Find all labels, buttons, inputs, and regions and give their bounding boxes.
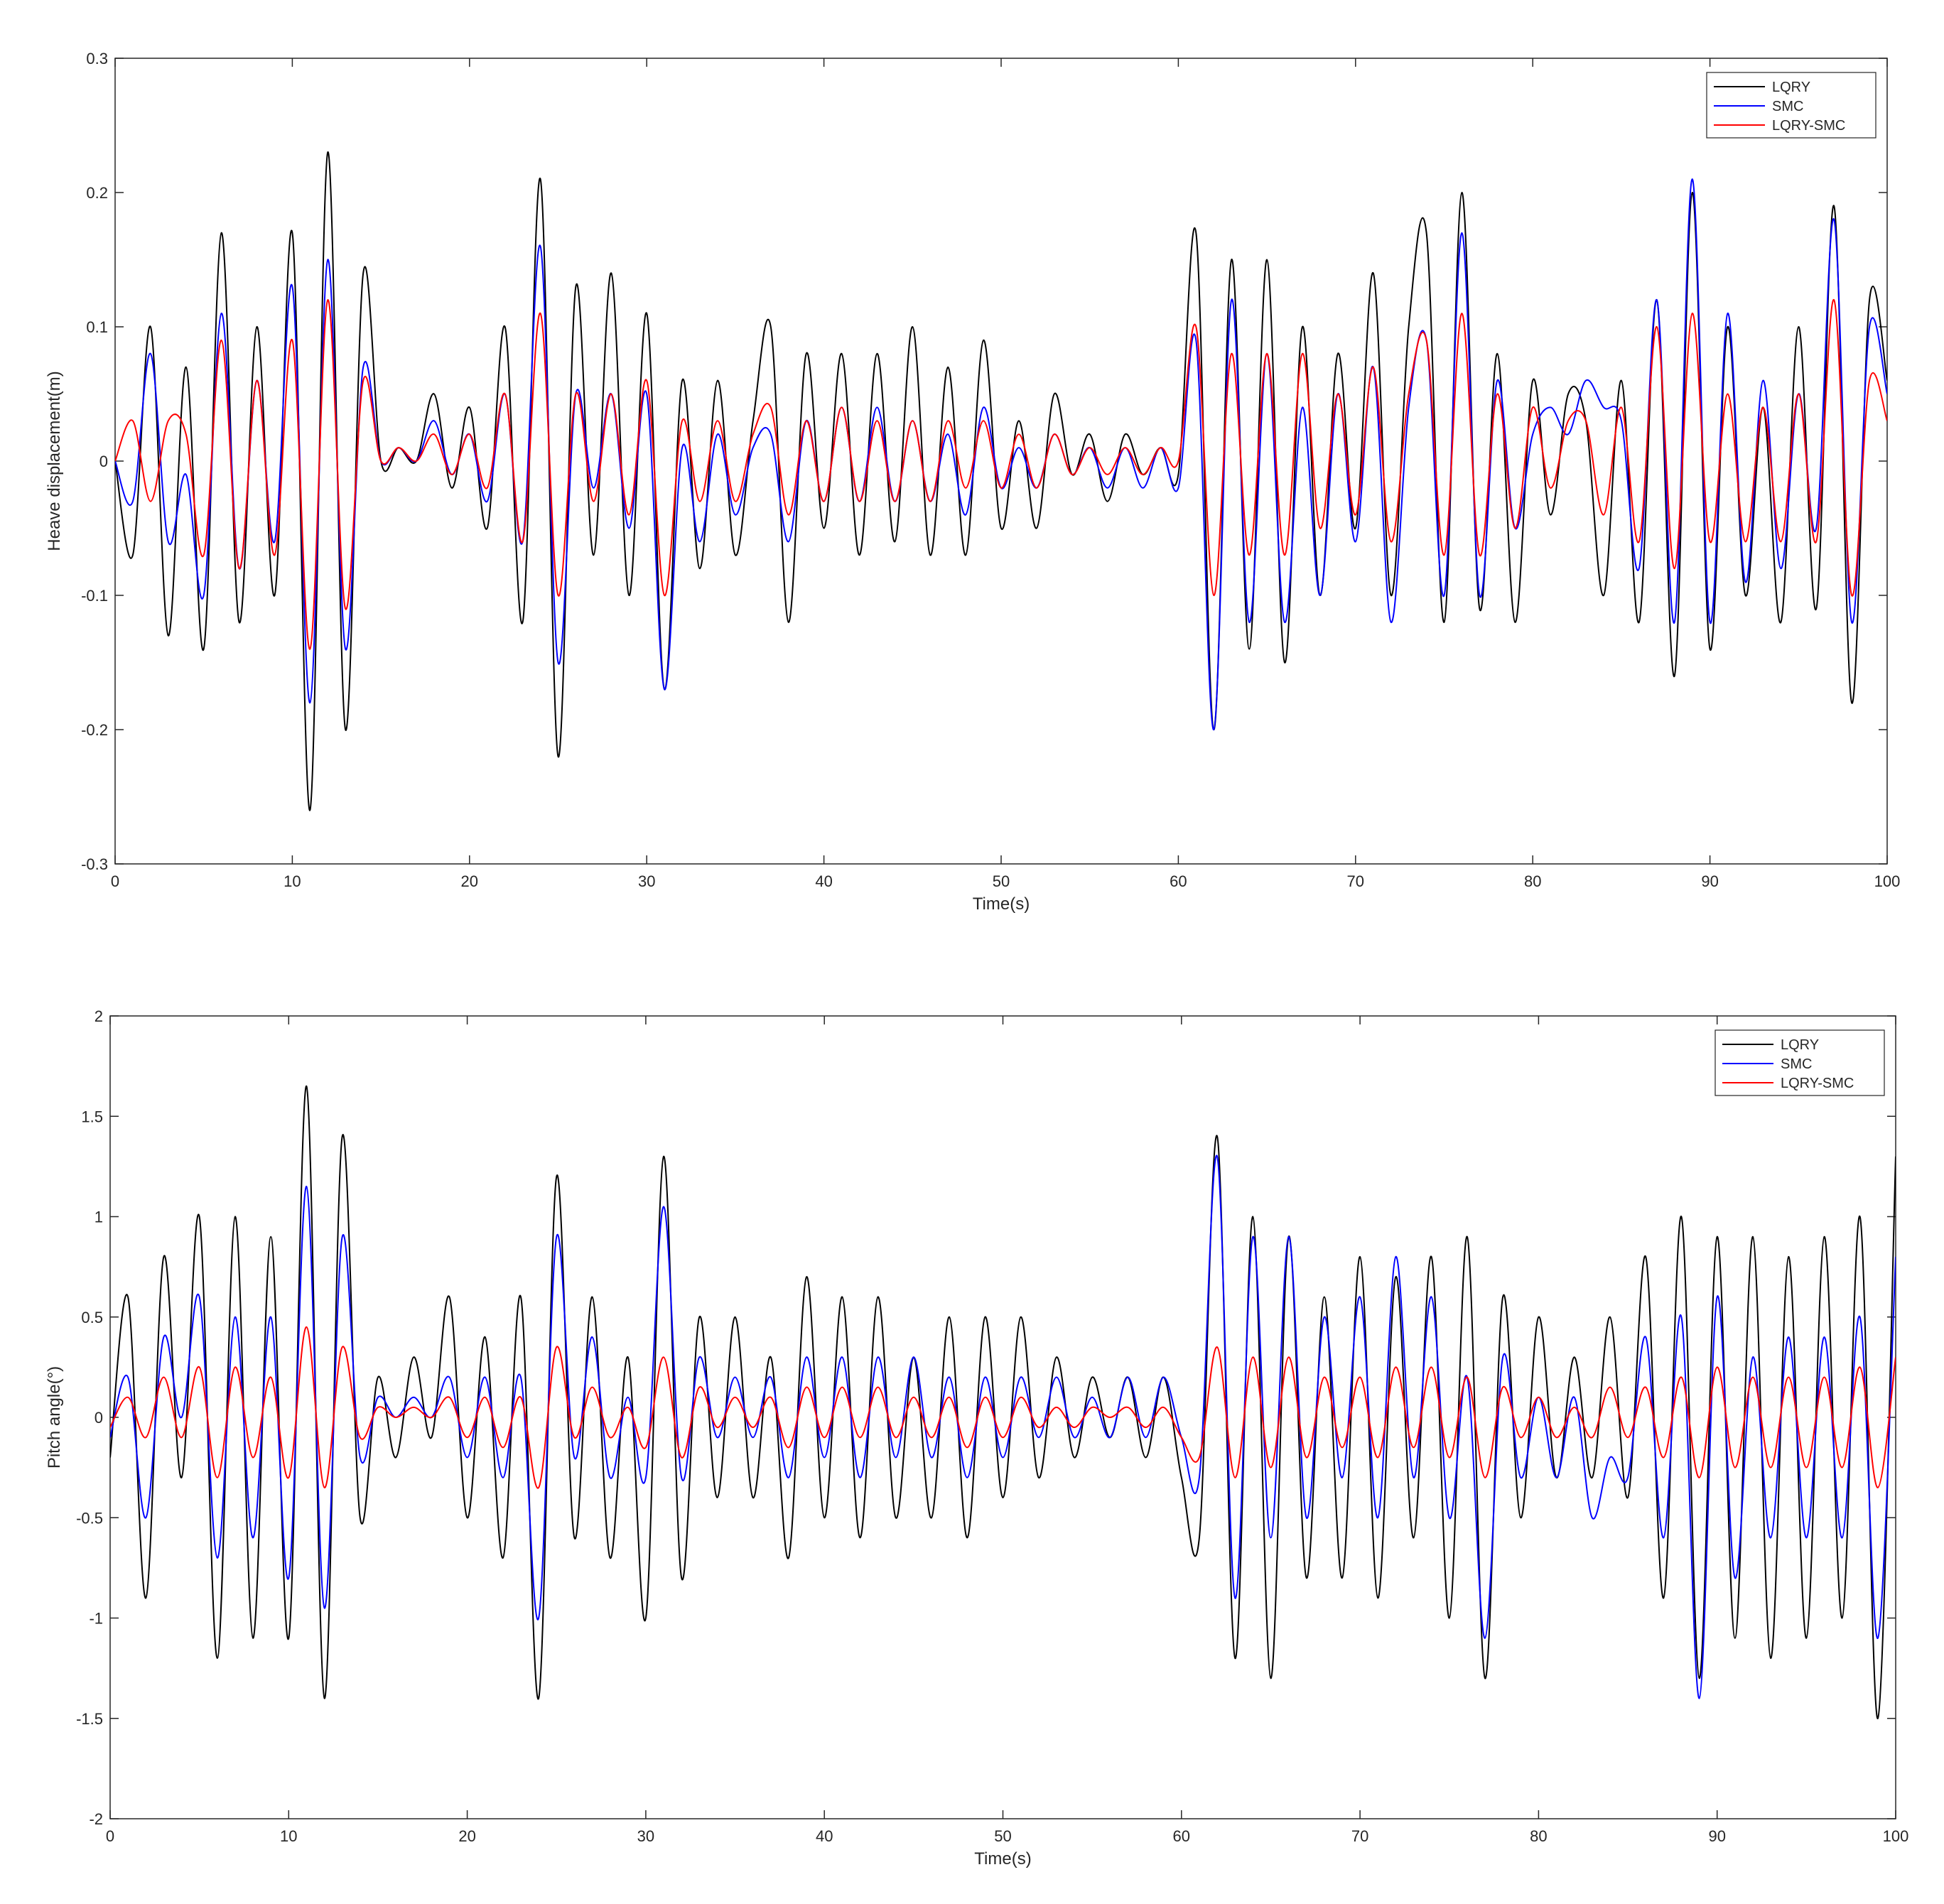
legend-label: SMC [1781, 1056, 1812, 1072]
y-tick-label: -0.3 [81, 855, 108, 873]
plot-area [109, 1015, 1896, 1819]
x-tick-label: 70 [1347, 872, 1364, 890]
y-tick-label: 1.5 [81, 1108, 103, 1125]
x-tick-label: 40 [815, 872, 832, 890]
x-tick-label: 30 [637, 1827, 654, 1845]
x-tick-label: 0 [111, 872, 119, 890]
y-tick-label: -0.5 [76, 1509, 103, 1527]
legend-label: LQRY [1772, 80, 1810, 95]
y-axis-label: Heave displacement(m) [45, 371, 64, 551]
y-tick-label: -2 [89, 1810, 103, 1828]
y-axis-label: Pitch angle(°) [45, 1366, 64, 1468]
x-tick-label: 100 [1883, 1827, 1909, 1845]
legend: LQRY SMC LQRY-SMC [1706, 72, 1876, 139]
y-tick-label: 0.1 [86, 318, 108, 336]
x-tick-label: 10 [284, 872, 301, 890]
series-line-lqry [115, 151, 1887, 811]
x-axis-label: Time(s) [973, 894, 1030, 914]
x-tick-label: 70 [1351, 1827, 1368, 1845]
x-tick-label: 90 [1708, 1827, 1725, 1845]
x-tick-label: 0 [106, 1827, 114, 1845]
y-tick-label: -1.5 [76, 1710, 103, 1728]
legend-label: LQRY-SMC [1772, 118, 1845, 134]
x-tick-label: 80 [1530, 1827, 1547, 1845]
x-tick-label: 30 [638, 872, 655, 890]
y-tick-label: 1 [94, 1208, 103, 1226]
heave-displacement-chart: 0 10 20 30 40 50 60 70 80 90 100 -0.3 -0.2 -0.1 0 0.1 0.… [45, 50, 1900, 914]
y-tick-label: 0 [99, 453, 108, 470]
y-tick-label: 0 [94, 1409, 103, 1427]
y-tick-label: -1 [89, 1610, 103, 1628]
series-line-smc [110, 1154, 1896, 1699]
x-tick-label: 10 [280, 1827, 297, 1845]
x-tick-label: 90 [1701, 872, 1718, 890]
x-tick-label: 100 [1874, 872, 1901, 890]
x-axis-label: Time(s) [974, 1849, 1031, 1868]
x-tick-label: 80 [1524, 872, 1541, 890]
x-tick-label: 20 [458, 1827, 475, 1845]
series-line-lqry-smc [115, 299, 1887, 650]
legend-label: LQRY [1781, 1037, 1819, 1053]
y-tick-label: 0.3 [86, 50, 108, 67]
series-line-lqry-smc [110, 1326, 1896, 1489]
x-tick-label: 20 [461, 872, 478, 890]
y-tick-label: -0.2 [81, 721, 108, 739]
x-tick-label: 40 [816, 1827, 833, 1845]
x-tick-label: 50 [993, 872, 1010, 890]
x-tick-label: 50 [994, 1827, 1011, 1845]
y-tick-label: 2 [94, 1007, 103, 1025]
x-tick-label: 60 [1173, 1827, 1190, 1845]
legend-label: SMC [1772, 99, 1803, 114]
legend-label: LQRY-SMC [1781, 1076, 1854, 1091]
y-tick-label: 0.5 [81, 1309, 103, 1326]
x-tick-label: 60 [1170, 872, 1187, 890]
legend: LQRY SMC LQRY-SMC [1714, 1029, 1885, 1096]
y-tick-label: -0.1 [81, 587, 108, 605]
series-line-lqry [110, 1085, 1896, 1719]
pitch-angle-chart: 0 10 20 30 40 50 60 70 80 90 100 -2 -1.5 -1 -0.5 0 0.5 1 1… [45, 1007, 1908, 1868]
y-tick-label: 0.2 [86, 184, 108, 202]
